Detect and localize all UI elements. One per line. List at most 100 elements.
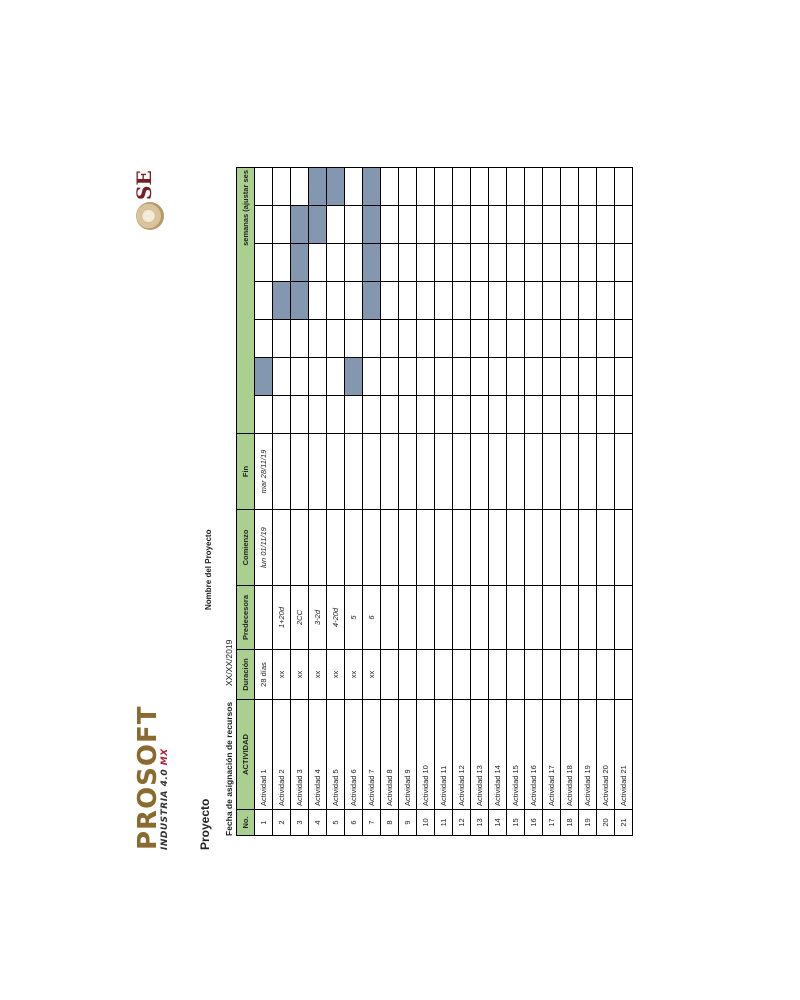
week-cell xyxy=(560,205,579,244)
row-number: 21 xyxy=(614,809,633,836)
row-number: 20 xyxy=(596,809,615,836)
week-cell xyxy=(308,281,327,320)
week-cell xyxy=(326,319,345,358)
week-cell xyxy=(326,395,345,434)
week-cell xyxy=(344,395,363,434)
week-cell xyxy=(488,319,507,358)
week-cell xyxy=(524,167,543,206)
week-cell xyxy=(524,357,543,396)
se-logo: SE xyxy=(132,170,176,230)
week-cell xyxy=(596,167,615,206)
week-cell xyxy=(452,281,471,320)
col-header-actividad: ACTIVIDAD xyxy=(236,699,255,810)
row-comienzo xyxy=(326,509,345,586)
row-fin xyxy=(416,433,435,510)
row-fin xyxy=(272,433,291,510)
week-cell xyxy=(470,243,489,282)
row-number: 18 xyxy=(560,809,579,836)
row-number: 17 xyxy=(542,809,561,836)
row-number: 10 xyxy=(416,809,435,836)
resource-date-value: XX/XX/2019 xyxy=(224,639,234,686)
row-fin xyxy=(452,433,471,510)
week-cell xyxy=(362,395,381,434)
week-cell xyxy=(452,167,471,206)
table-row: 13 Actividad 13 xyxy=(470,167,489,836)
row-actividad: Actividad 3 xyxy=(290,699,309,810)
week-cell xyxy=(506,357,525,396)
week-cell xyxy=(488,357,507,396)
week-cell xyxy=(452,395,471,434)
row-duracion: 28 días xyxy=(254,649,273,700)
week-cell xyxy=(416,395,435,434)
row-comienzo xyxy=(362,509,381,586)
gantt-table: No. ACTIVIDAD Duración Predecesora Comie… xyxy=(236,167,633,836)
table-row: 8 Actividad 8 xyxy=(380,167,399,836)
row-predecesora: 4-20d xyxy=(326,585,345,650)
week-cell xyxy=(470,395,489,434)
week-cell xyxy=(470,319,489,358)
week-cell xyxy=(560,243,579,282)
row-fin xyxy=(380,433,399,510)
week-cell xyxy=(524,205,543,244)
row-predecesora xyxy=(614,585,633,650)
week-cell xyxy=(254,243,273,282)
row-predecesora xyxy=(470,585,489,650)
week-cell xyxy=(452,357,471,396)
week-cell xyxy=(614,167,633,206)
week-cell xyxy=(272,243,291,282)
week-cell xyxy=(308,395,327,434)
table-row: 5 Actividad 5 xx 4-20d xyxy=(326,167,345,836)
seal-icon xyxy=(136,202,164,230)
week-cell xyxy=(578,395,597,434)
row-predecesora xyxy=(416,585,435,650)
row-actividad: Actividad 15 xyxy=(506,699,525,810)
week-cell xyxy=(560,395,579,434)
week-cell xyxy=(380,205,399,244)
row-number: 7 xyxy=(362,809,381,836)
table-row: 19 Actividad 19 xyxy=(578,167,597,836)
week-cell xyxy=(272,395,291,434)
row-predecesora: 1+20d xyxy=(272,585,291,650)
row-duracion xyxy=(578,649,597,700)
week-cell xyxy=(578,281,597,320)
row-fin xyxy=(398,433,417,510)
row-number: 3 xyxy=(290,809,309,836)
week-cell xyxy=(398,395,417,434)
week-cell xyxy=(488,281,507,320)
row-comienzo xyxy=(434,509,453,586)
row-duracion xyxy=(398,649,417,700)
row-actividad: Actividad 12 xyxy=(452,699,471,810)
table-row: 3 Actividad 3 xx 2CC xyxy=(290,167,309,836)
row-actividad: Actividad 13 xyxy=(470,699,489,810)
week-cell xyxy=(506,243,525,282)
week-cell xyxy=(596,357,615,396)
gantt-bar-cell xyxy=(290,205,309,244)
row-fin xyxy=(290,433,309,510)
row-predecesora xyxy=(434,585,453,650)
week-cell xyxy=(560,357,579,396)
table-row: 1 Actividad 1 28 días lun 01/11/19 mar 28/11… xyxy=(254,167,273,836)
row-predecesora xyxy=(254,585,273,650)
week-cell xyxy=(290,357,309,396)
week-cell xyxy=(506,395,525,434)
gantt-bar-cell xyxy=(362,281,381,320)
week-cell xyxy=(290,319,309,358)
week-cell xyxy=(380,281,399,320)
table-row: 9 Actividad 9 xyxy=(398,167,417,836)
row-actividad: Actividad 6 xyxy=(344,699,363,810)
row-fin xyxy=(524,433,543,510)
gantt-bar-cell xyxy=(308,167,327,206)
week-cell xyxy=(524,395,543,434)
week-cell xyxy=(524,281,543,320)
gantt-bar-cell xyxy=(272,281,291,320)
week-cell xyxy=(614,319,633,358)
week-cell xyxy=(506,167,525,206)
row-actividad: Actividad 14 xyxy=(488,699,507,810)
row-fin xyxy=(560,433,579,510)
row-actividad: Actividad 1 xyxy=(254,699,273,810)
row-number: 9 xyxy=(398,809,417,836)
row-predecesora xyxy=(524,585,543,650)
table-header-row: No. ACTIVIDAD Duración Predecesora Comie… xyxy=(236,167,255,836)
row-actividad: Actividad 2 xyxy=(272,699,291,810)
week-cell xyxy=(596,205,615,244)
